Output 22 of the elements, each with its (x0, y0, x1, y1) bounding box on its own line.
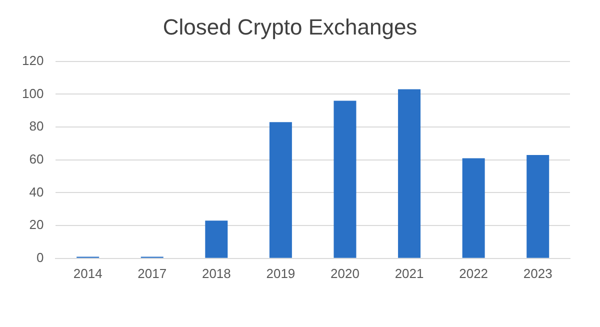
bar (334, 100, 356, 258)
bar (462, 158, 485, 258)
bar (205, 220, 228, 258)
y-tick-label: 80 (29, 118, 44, 134)
x-tick-label: 2019 (266, 266, 296, 281)
x-tick-label: 2023 (523, 266, 552, 281)
bar (526, 154, 550, 258)
y-tick-label: 40 (29, 184, 44, 200)
chart-title: Closed Crypto Exchanges (162, 14, 418, 40)
x-tick-label: 2022 (459, 266, 488, 281)
y-tick-label: 60 (29, 151, 44, 166)
bar (269, 122, 292, 258)
x-tick-label: 2014 (73, 266, 102, 281)
y-tick-label: 20 (29, 217, 44, 232)
y-tick-label: 0 (36, 250, 44, 265)
y-tick-label: 100 (22, 86, 44, 101)
x-tick-label: 2021 (394, 266, 424, 281)
bar (398, 89, 421, 258)
x-tick-label: 2020 (330, 266, 360, 281)
x-tick-label: 2018 (202, 266, 231, 281)
x-tick-label: 2017 (138, 266, 167, 281)
y-tick-label: 120 (22, 52, 44, 68)
